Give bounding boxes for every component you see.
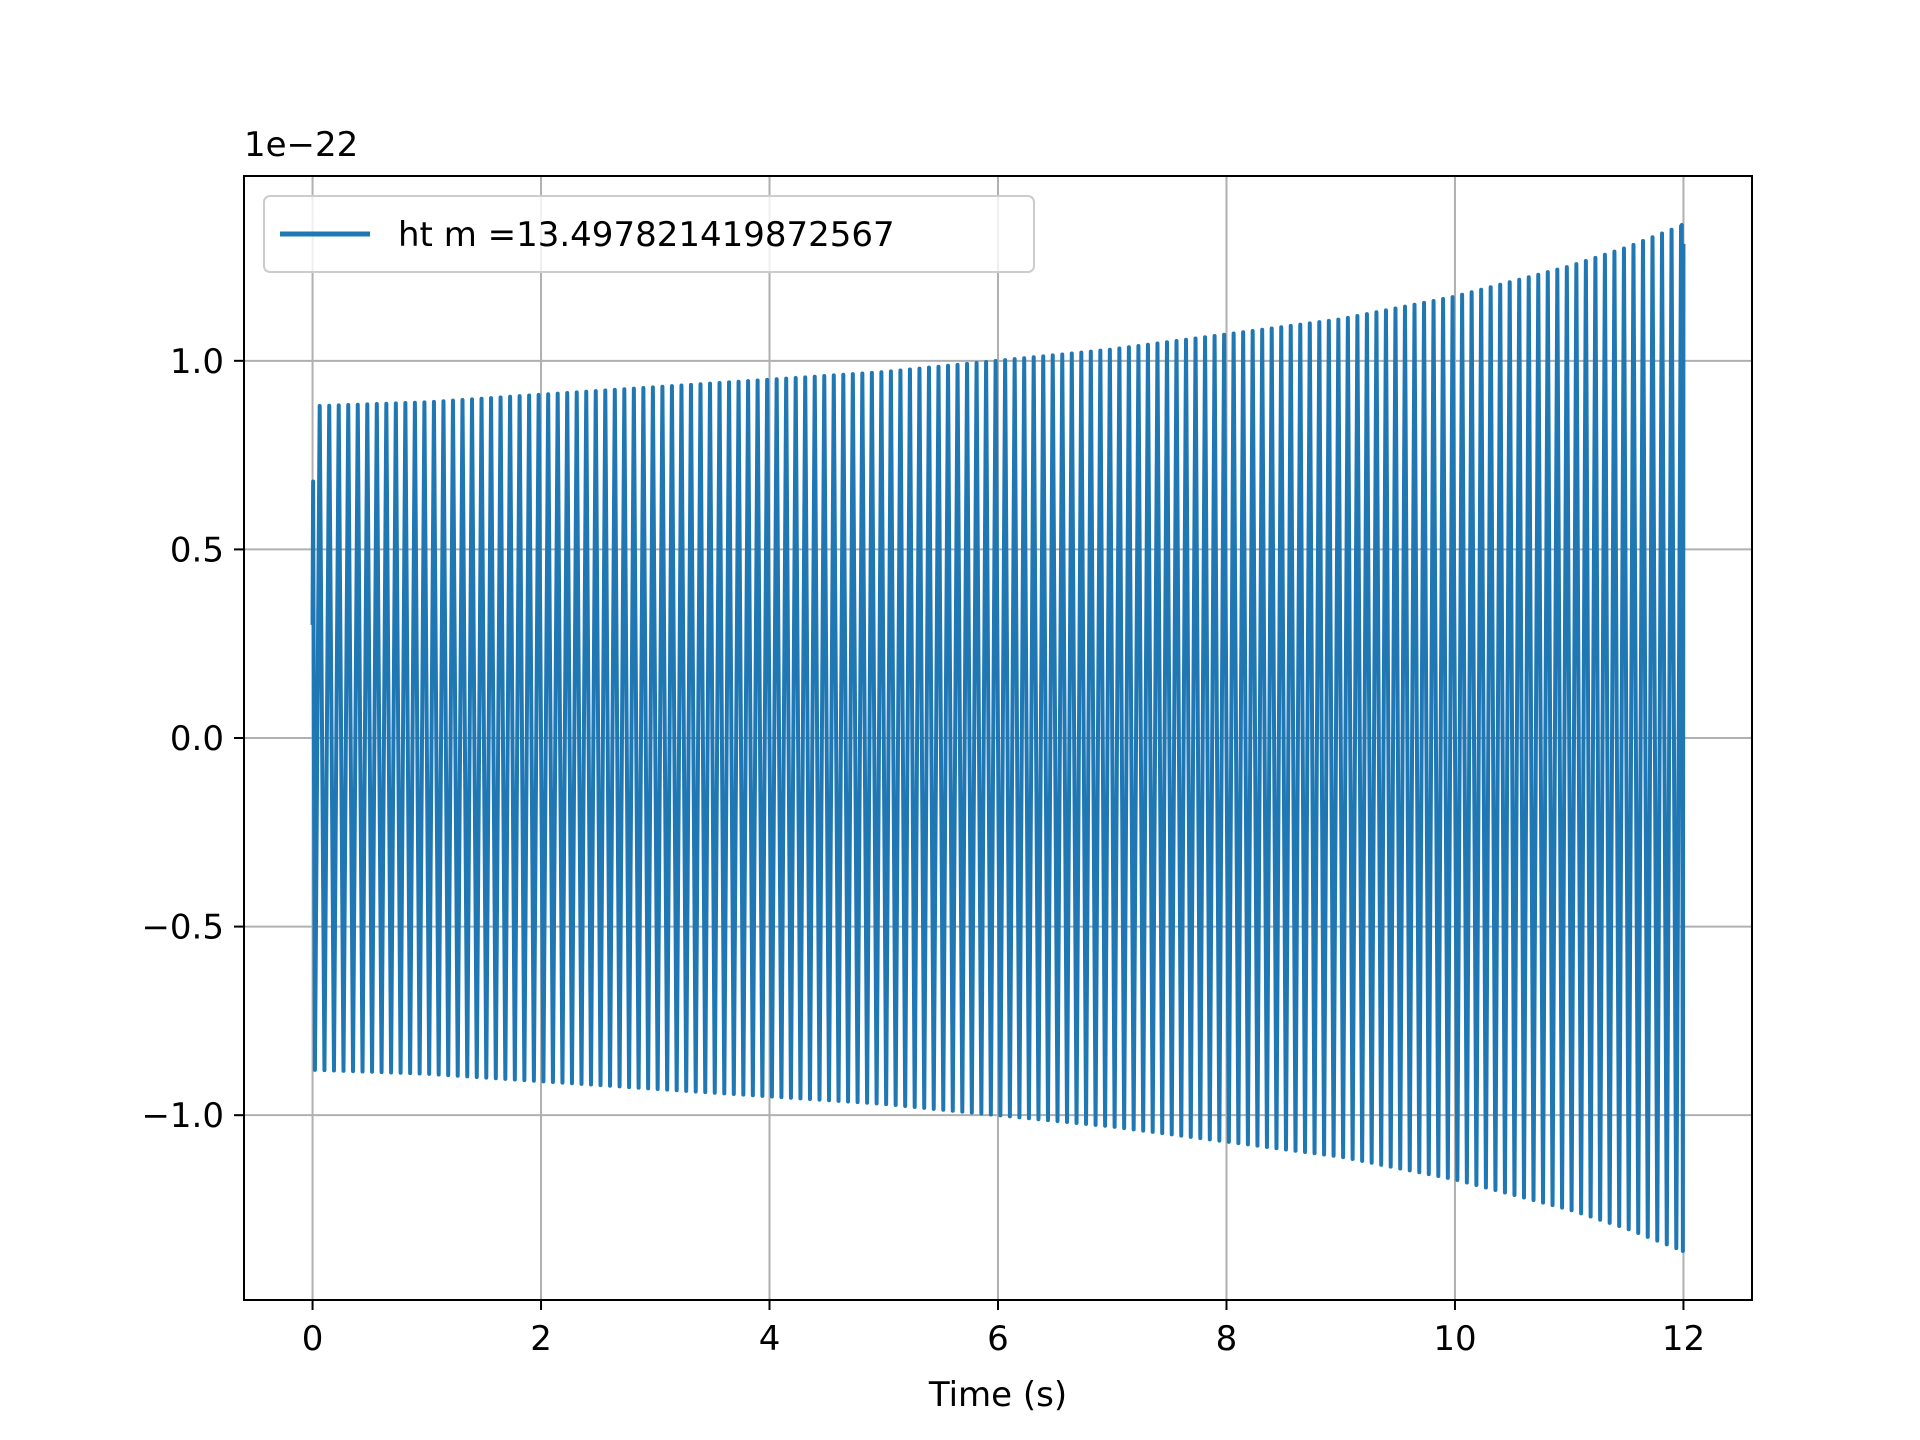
y-tick-label: −1.0 (141, 1096, 224, 1136)
x-tick-label: 2 (530, 1319, 552, 1359)
x-tick-label: 12 (1662, 1319, 1705, 1359)
legend: ht m =13.497821419872567 (263, 195, 1035, 273)
legend-box (263, 195, 1035, 273)
x-tick-label: 6 (987, 1319, 1009, 1359)
x-tick-label: 8 (1216, 1319, 1238, 1359)
y-tick-label: −0.5 (141, 908, 224, 948)
x-tick-label: 4 (759, 1319, 781, 1359)
y-tick-label: 0.5 (170, 530, 224, 570)
axis-ticks: 0 2 4 6 8 10 12 −1.0 −0.5 0.0 0.5 1.0 (141, 342, 1705, 1359)
series-line (310, 223, 1686, 1253)
x-tick-label: 10 (1433, 1319, 1476, 1359)
legend-label: ht m =13.497821419872567 (398, 215, 895, 255)
y-tick-label: 0.0 (170, 719, 224, 759)
y-offset-label: 1e−22 (244, 125, 358, 165)
x-axis-label: Time (s) (928, 1375, 1067, 1415)
series-layer (310, 223, 1686, 1253)
y-tick-label: 1.0 (170, 342, 224, 382)
x-tick-label: 0 (302, 1319, 324, 1359)
